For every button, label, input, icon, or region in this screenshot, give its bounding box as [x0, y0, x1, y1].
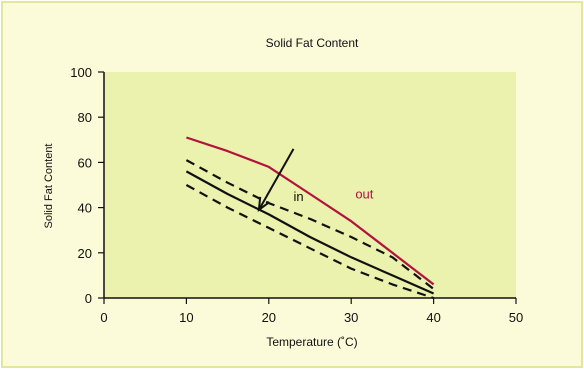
- y-tick-label: 20: [78, 246, 92, 261]
- y-tick-label: 60: [78, 155, 92, 170]
- y-tick-label: 40: [78, 201, 92, 216]
- series-line-4: [185, 184, 434, 300]
- y-tick-label: 0: [85, 291, 92, 306]
- x-tick-label: 40: [426, 310, 440, 325]
- x-axis-label: Temperature (˚C): [266, 335, 357, 349]
- x-tick-label: 0: [100, 310, 107, 325]
- arrow-head: [257, 196, 270, 213]
- x-tick-label: 50: [509, 310, 523, 325]
- arrow-shaft: [258, 148, 295, 211]
- plot-area: [104, 72, 516, 298]
- annotation-in: in: [294, 189, 304, 204]
- annotation-out: out: [355, 187, 373, 202]
- series-line-1: [186, 136, 435, 286]
- series-layer: [185, 136, 435, 300]
- x-tick-label: 10: [179, 310, 193, 325]
- series-line-2: [185, 170, 435, 295]
- y-axis-label: Solid Fat Content: [43, 144, 55, 229]
- x-tick-label: 20: [262, 310, 276, 325]
- series-line-3: [185, 159, 435, 290]
- annotation-layer: in out: [257, 148, 374, 213]
- chart-title: Solid Fat Content: [266, 36, 359, 50]
- x-tick-label: 30: [344, 310, 358, 325]
- axes: 0 20 40 60 80 100 0 10 20 30 40 50: [70, 65, 523, 325]
- y-tick-label: 80: [78, 110, 92, 125]
- y-tick-label: 100: [70, 65, 92, 80]
